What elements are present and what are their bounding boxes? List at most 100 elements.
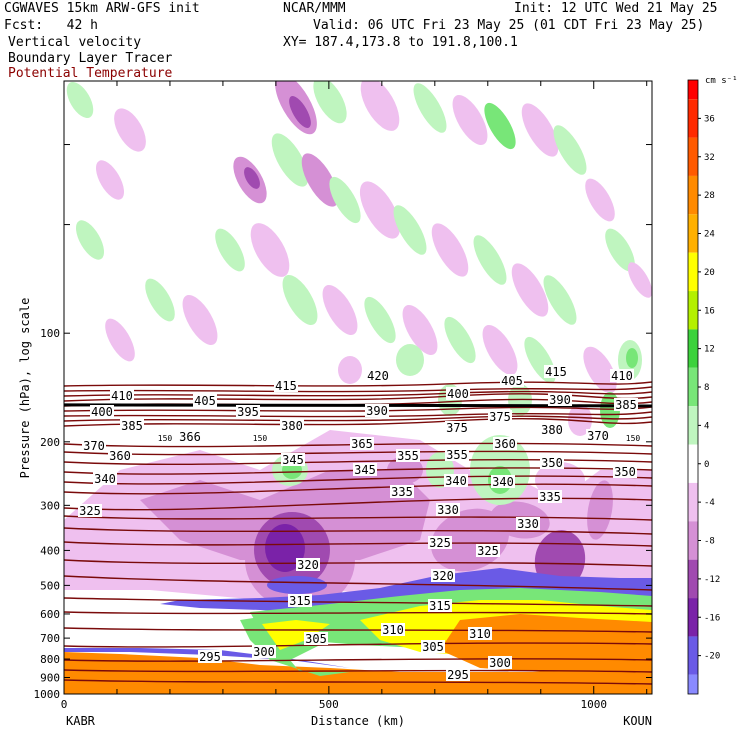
endpoint-right: KOUN bbox=[623, 714, 652, 728]
wave-cell bbox=[396, 344, 424, 376]
colorbar-label: 32 bbox=[704, 153, 715, 163]
header-fcst: Fcst: 42 h bbox=[4, 18, 98, 33]
contour-label-bg bbox=[445, 421, 469, 434]
contour-label: 415 bbox=[545, 365, 567, 379]
contour-label-bg bbox=[431, 569, 455, 582]
contour-label-bg bbox=[540, 423, 564, 436]
contour-label-bg bbox=[468, 627, 492, 640]
wave-cell bbox=[444, 316, 476, 364]
colorbar-band bbox=[688, 559, 698, 599]
colorbar-label: -8 bbox=[704, 537, 715, 547]
contour-label: 150 bbox=[158, 434, 173, 443]
x-tick-label: 0 bbox=[61, 698, 68, 711]
contour-label-bg bbox=[428, 599, 452, 612]
field-potential-temperature: Potential Temperature bbox=[8, 66, 173, 81]
contour-label-bg bbox=[296, 558, 320, 571]
pbl-plume-filament bbox=[262, 620, 330, 650]
wave-cell bbox=[452, 95, 488, 145]
colorbar-band bbox=[688, 329, 698, 368]
colorbar-label: 0 bbox=[704, 460, 709, 470]
contour-label: 410 bbox=[111, 389, 133, 403]
contour-label-bg bbox=[548, 393, 572, 406]
wave-cell bbox=[289, 96, 311, 128]
contour-label-bg bbox=[353, 463, 377, 476]
contour-label-bg bbox=[500, 374, 524, 387]
wave-cell bbox=[583, 346, 617, 394]
wave-cell bbox=[431, 223, 469, 277]
theta-contour bbox=[64, 411, 652, 418]
y-axis-label: Pressure (hPa), log scale bbox=[18, 298, 32, 479]
contour-label-bg bbox=[610, 369, 634, 382]
wave-cell bbox=[329, 176, 361, 224]
contour-label: 420 bbox=[367, 369, 389, 383]
colorbar-label: 28 bbox=[704, 191, 715, 201]
contour-label-bg bbox=[82, 439, 106, 452]
contour-label: 325 bbox=[429, 536, 451, 550]
contour-label: 355 bbox=[397, 449, 419, 463]
colorbar-band bbox=[688, 636, 698, 675]
contour-label-bg bbox=[90, 405, 114, 418]
colorbar-band bbox=[688, 598, 698, 637]
x-tick-label: 500 bbox=[319, 698, 339, 711]
colorbar-label: -20 bbox=[704, 652, 720, 662]
contour-label-bg bbox=[157, 430, 173, 443]
contour-label-bg bbox=[193, 394, 217, 407]
header-model: CGWAVES 15km ARW-GFS init bbox=[4, 1, 200, 16]
theta-contour bbox=[64, 390, 652, 397]
contour-label-bg bbox=[288, 594, 312, 607]
contour-label: 305 bbox=[422, 640, 444, 654]
theta-contour bbox=[64, 575, 652, 591]
contour-label-bg bbox=[544, 365, 568, 378]
contour-label: 370 bbox=[587, 429, 609, 443]
wave-cell bbox=[553, 125, 587, 175]
wave-cell bbox=[182, 295, 218, 345]
colorbar-band bbox=[688, 674, 698, 694]
contour-label: 340 bbox=[445, 474, 467, 488]
y-tick-label: 900 bbox=[40, 671, 60, 684]
y-tick-label: 1000 bbox=[34, 688, 61, 701]
wave-cell bbox=[626, 348, 638, 368]
colorbar-label: 24 bbox=[704, 230, 715, 240]
wave-cell bbox=[402, 305, 438, 355]
contour-label: 345 bbox=[354, 463, 376, 477]
contour-label-bg bbox=[491, 475, 515, 488]
contour-label: 395 bbox=[237, 405, 259, 419]
colorbar-band bbox=[688, 367, 698, 407]
theta-contour bbox=[64, 393, 652, 402]
colorbar-units: cm s⁻¹ bbox=[705, 76, 738, 86]
theta-contour bbox=[64, 559, 652, 567]
contour-labels: 410 415 420 405 415 410 400 405 395 390 400 390 385 3… bbox=[78, 365, 641, 682]
contour-label-bg bbox=[198, 650, 222, 663]
theta-contour bbox=[64, 442, 652, 448]
theta-contour bbox=[64, 418, 652, 427]
colorbar-label: 4 bbox=[704, 421, 709, 431]
contour-label: 390 bbox=[549, 393, 571, 407]
colorbar-label: -12 bbox=[704, 575, 720, 585]
contour-label: 310 bbox=[469, 627, 491, 641]
contour-label: 325 bbox=[477, 544, 499, 558]
contour-label: 360 bbox=[109, 449, 131, 463]
contour-label: 320 bbox=[297, 558, 319, 572]
endpoint-left: KABR bbox=[66, 714, 96, 728]
contour-label-bg bbox=[78, 504, 102, 517]
contour-label-bg bbox=[436, 503, 460, 516]
contour-label: 400 bbox=[91, 405, 113, 419]
contour-label-bg bbox=[476, 544, 500, 557]
field-vertical-velocity: Vertical velocity bbox=[8, 35, 142, 50]
wave-cell bbox=[322, 285, 358, 335]
header-xy: XY= 187.4,173.8 to 191.8,100.1 bbox=[283, 35, 518, 50]
x-axis-label: Distance (km) bbox=[311, 714, 405, 728]
colorbar-band bbox=[688, 444, 698, 483]
y-tick-label: 600 bbox=[40, 608, 60, 621]
y-tick-label: 100 bbox=[40, 327, 60, 340]
wave-cell bbox=[413, 83, 447, 133]
y-tick-label: 800 bbox=[40, 653, 60, 666]
vertical-velocity-fills bbox=[64, 81, 652, 694]
wave-cell bbox=[568, 404, 592, 436]
contour-label-bg bbox=[538, 490, 562, 503]
wave-cell bbox=[627, 262, 652, 298]
contour-label: 335 bbox=[391, 485, 413, 499]
wave-cell bbox=[114, 108, 146, 152]
